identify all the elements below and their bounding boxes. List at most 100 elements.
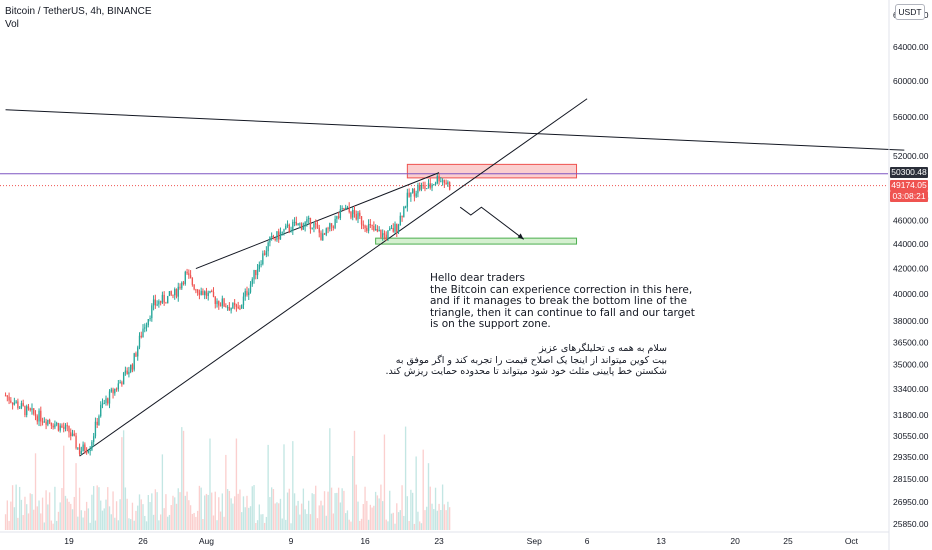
candle-body: [41, 421, 44, 423]
candle-body: [225, 306, 227, 308]
candle-body: [436, 175, 438, 184]
volume-bar: [77, 516, 79, 530]
volume-bar: [355, 484, 357, 530]
volume-bar: [306, 513, 308, 530]
candle-body: [73, 433, 75, 436]
candle-body: [54, 424, 56, 428]
volume-indicator-label[interactable]: Vol: [5, 19, 19, 30]
candle-body: [438, 175, 440, 182]
volume-bar: [70, 503, 72, 530]
candle-body: [68, 425, 70, 433]
candle-body: [85, 451, 88, 453]
volume-bar: [332, 513, 335, 530]
volume-bar: [196, 510, 199, 530]
time-tick-label: 20: [730, 536, 740, 546]
candle-body: [31, 408, 33, 411]
volume-bar: [214, 491, 216, 530]
candle-body: [434, 183, 437, 185]
volume-bar: [59, 502, 61, 530]
volume-bar: [156, 492, 158, 530]
candle-body: [112, 389, 114, 394]
currency-badge[interactable]: USDT: [895, 4, 925, 20]
candle-body: [320, 232, 322, 241]
time-tick-label: Oct: [845, 536, 859, 546]
candle-body: [369, 224, 372, 226]
candle-body: [283, 229, 285, 232]
volume-bar: [121, 437, 123, 530]
volume-bar: [191, 513, 194, 530]
candle-body: [389, 228, 391, 231]
candle-body: [70, 432, 72, 437]
candle-body: [179, 286, 181, 289]
volume-bar: [440, 509, 442, 530]
candle-body: [440, 181, 442, 183]
candle-body: [281, 231, 283, 233]
current-price-label: 49174.05: [890, 180, 928, 191]
candle-body: [29, 408, 31, 411]
volume-bar: [258, 504, 260, 530]
candle-body: [404, 206, 407, 208]
volume-bar: [61, 488, 63, 530]
volume-bar: [177, 488, 179, 530]
volume-bar: [170, 505, 172, 530]
volume-bar: [369, 504, 372, 530]
volume-bar: [359, 520, 361, 530]
price-axis[interactable]: 68000.0064000.0060000.0056000.0052000.00…: [888, 0, 929, 550]
time-axis[interactable]: 19 26 Aug 9 16 23 Sep 6 13 20 25 Oct: [0, 531, 889, 546]
volume-bar: [151, 493, 153, 530]
volume-bar: [221, 493, 223, 530]
volume-bar: [112, 491, 114, 530]
volume-bar: [158, 520, 160, 530]
volume-bar: [89, 522, 91, 530]
volume-bar: [300, 503, 303, 530]
candle-body: [300, 223, 303, 230]
candle-body: [26, 406, 28, 415]
candle-body: [376, 229, 379, 232]
volume-bar: [188, 500, 190, 530]
candle-body: [239, 308, 241, 310]
volume-bar: [263, 522, 266, 530]
candle-body: [228, 307, 231, 311]
volume-bar: [376, 495, 379, 530]
candle-body: [248, 292, 250, 296]
volume-bar: [323, 491, 326, 530]
volume-bar: [4, 514, 7, 530]
candle-body: [278, 231, 280, 240]
volume-bar: [219, 511, 222, 530]
volume-bar: [43, 522, 45, 530]
candle-body: [253, 270, 255, 280]
volume-bar: [299, 514, 301, 530]
volume-bar: [47, 504, 49, 530]
volume-bar: [325, 515, 327, 530]
volume-bar: [292, 441, 294, 530]
candle-body: [399, 215, 401, 226]
volume-bar: [212, 515, 215, 530]
candle-body: [364, 225, 366, 228]
note-line: بیت کوین میتواند از اینجا یک اصلاح قیمت …: [395, 354, 667, 366]
volume-bar: [279, 498, 282, 530]
candle-body: [285, 225, 287, 230]
candle-body: [447, 182, 449, 185]
volume-bar: [159, 514, 162, 530]
candle-body: [119, 382, 121, 384]
candle-body: [445, 182, 447, 185]
volume-bar: [241, 512, 243, 530]
volume-bar: [228, 490, 231, 530]
time-tick-label: Aug: [199, 536, 214, 546]
volume-bar: [417, 511, 419, 530]
candle-body: [241, 305, 243, 309]
candle-body: [161, 294, 164, 303]
volume-bar: [447, 501, 449, 530]
volume-bar: [433, 509, 435, 530]
volume-bar: [378, 498, 380, 530]
candle-body: [419, 185, 421, 190]
candle-body: [373, 226, 375, 231]
volume-bar: [427, 463, 430, 530]
candle-body: [334, 218, 336, 228]
candle-body: [140, 335, 142, 338]
candle-body: [441, 180, 444, 182]
candle-body: [47, 419, 49, 425]
candle-body: [233, 303, 236, 306]
candle-body: [272, 235, 275, 239]
